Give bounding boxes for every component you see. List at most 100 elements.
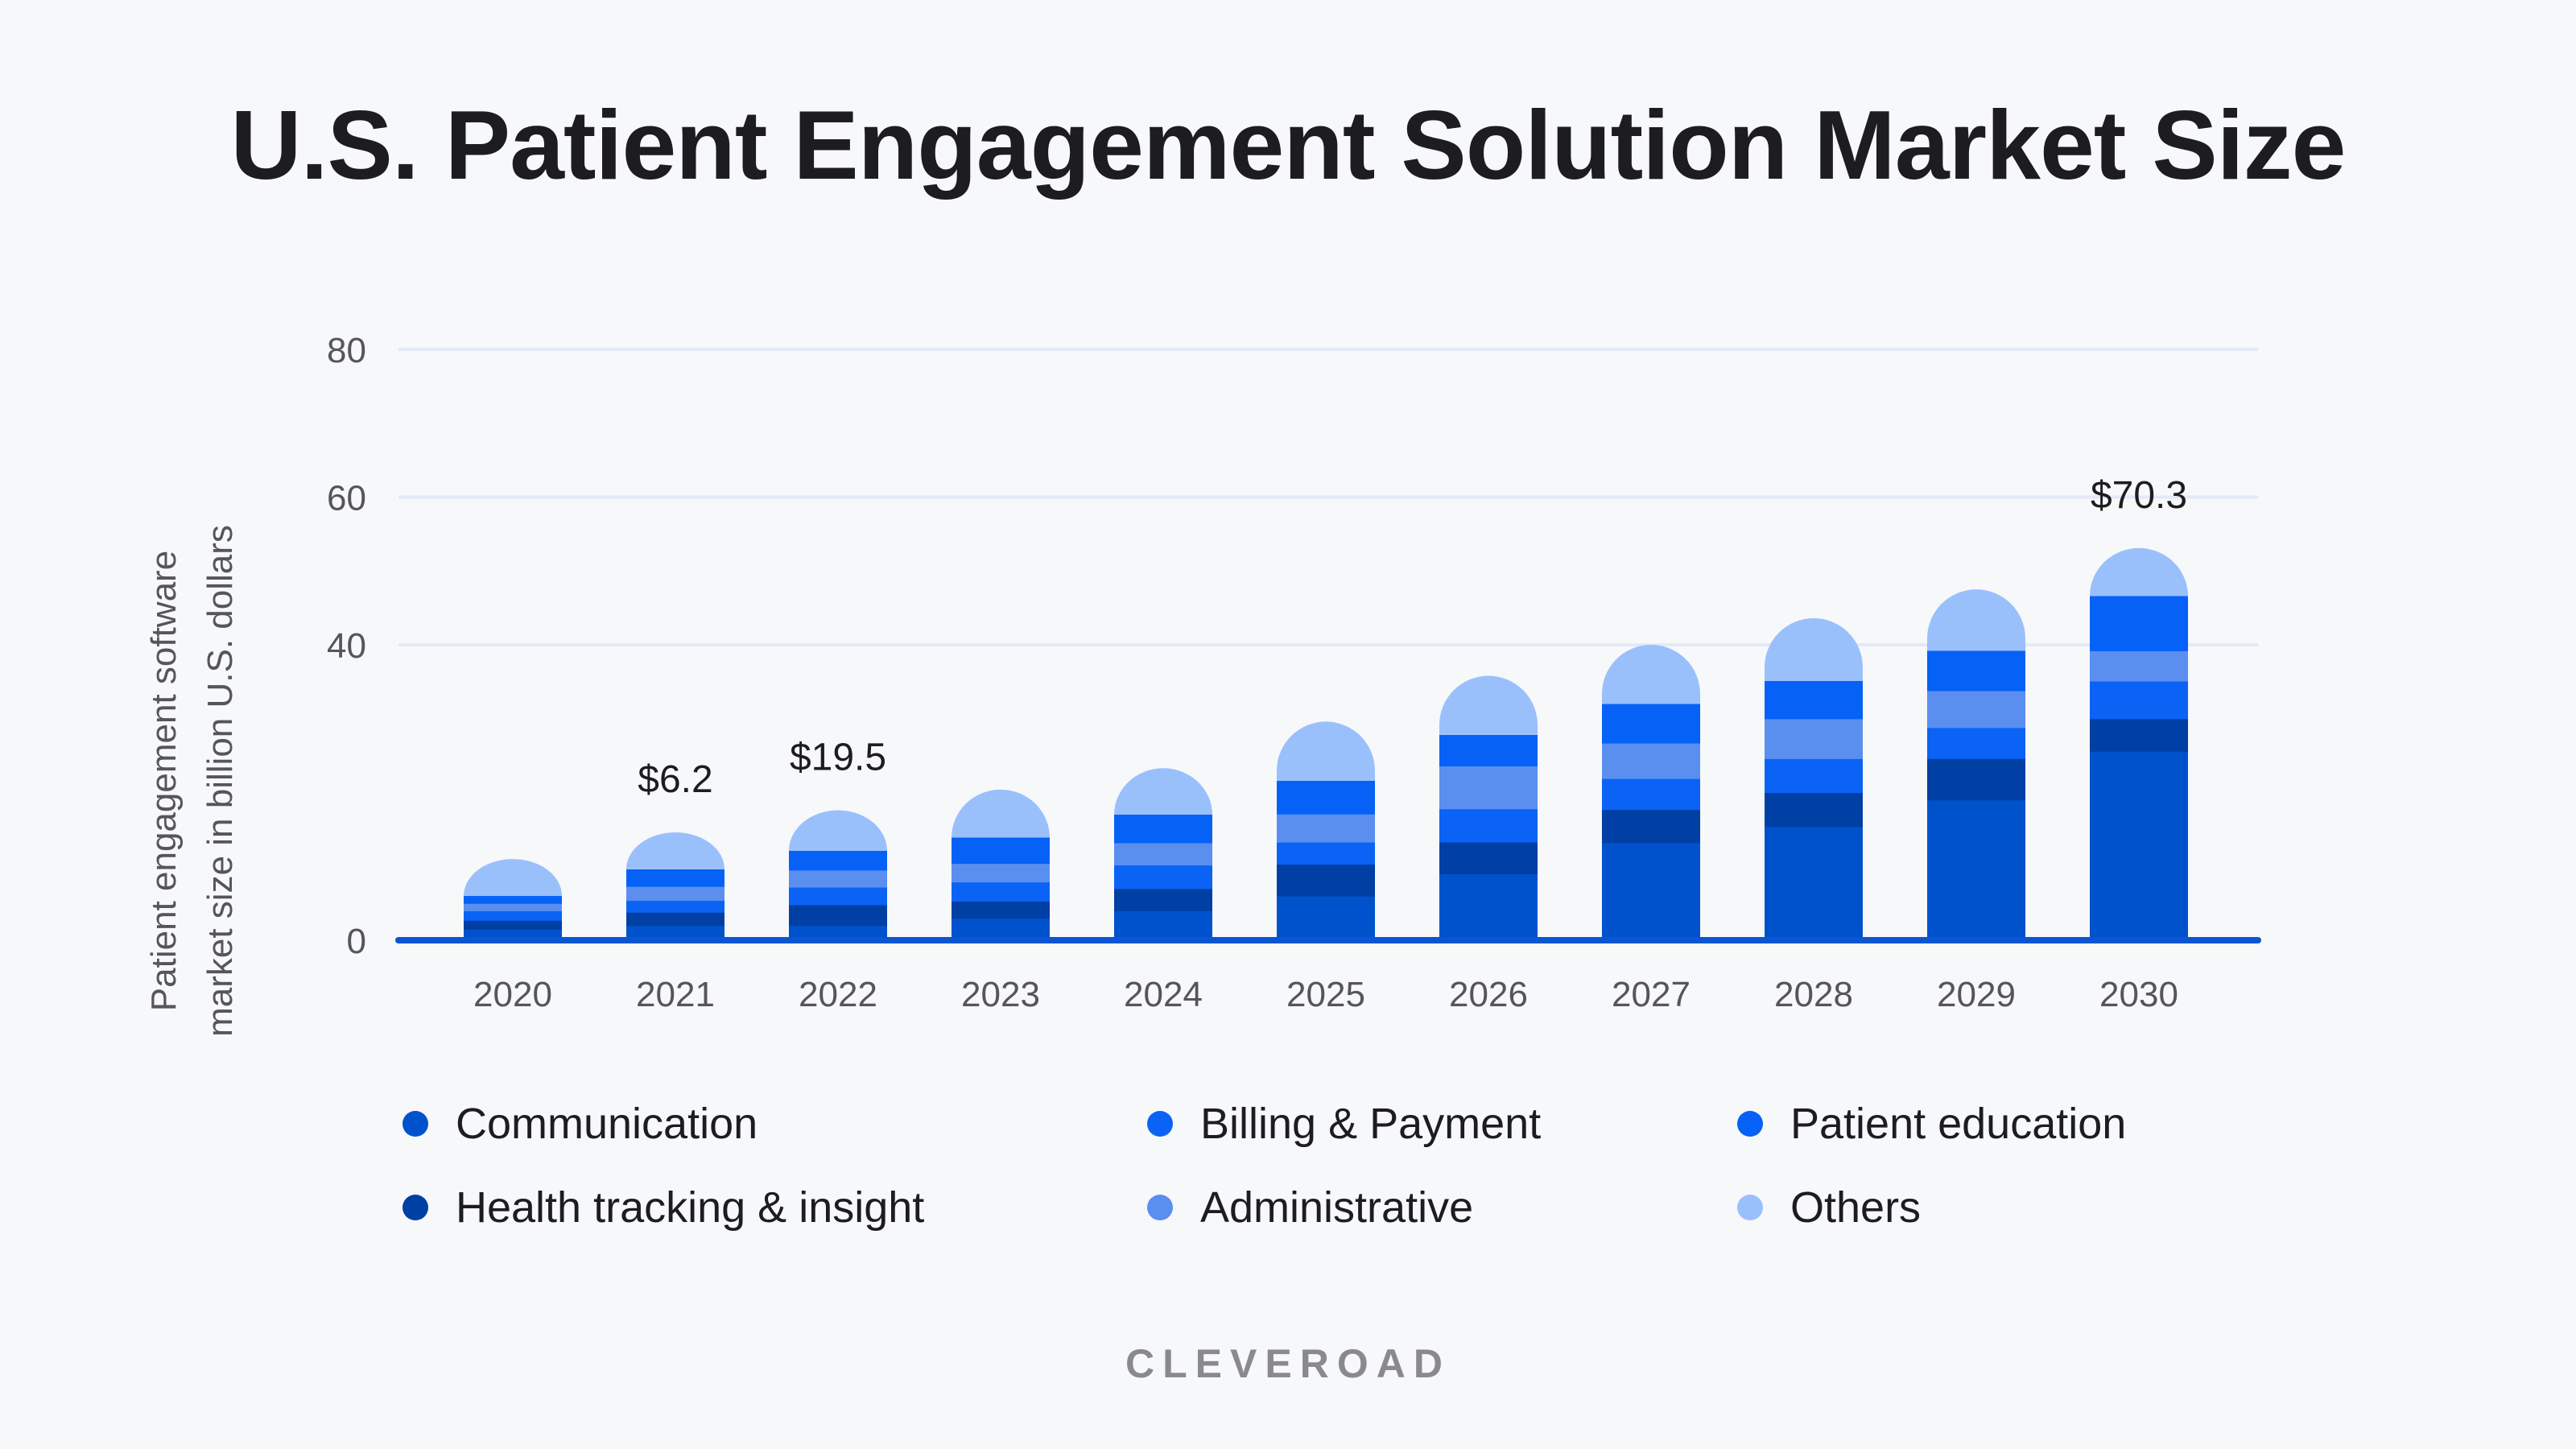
bar-segment bbox=[1114, 815, 1212, 844]
bar-segment bbox=[2090, 650, 2188, 682]
bar-segment bbox=[1927, 690, 2025, 729]
bar-segment bbox=[1439, 766, 1538, 810]
bar-segment bbox=[1602, 809, 1700, 844]
bar-segment bbox=[1277, 814, 1375, 843]
y-axis-label-line: market size in billion U.S. dollars bbox=[200, 525, 240, 1037]
bar-segment bbox=[789, 904, 887, 927]
x-tick-label: 2024 bbox=[1124, 975, 1203, 1014]
legend-dot-icon bbox=[402, 1111, 428, 1137]
bar-segment bbox=[2090, 751, 2188, 941]
bar-segment bbox=[1277, 780, 1375, 815]
bar-segment bbox=[1765, 792, 1863, 828]
bar-segment bbox=[952, 837, 1050, 865]
x-tick-label: 2021 bbox=[636, 975, 715, 1014]
legend-label: Administrative bbox=[1200, 1183, 1474, 1232]
bar-segment bbox=[1602, 645, 1700, 704]
legend-label: Health tracking & insight bbox=[456, 1183, 925, 1232]
legend-dot-icon bbox=[402, 1195, 428, 1220]
x-tick-label: 2027 bbox=[1612, 975, 1690, 1014]
legend-label: Billing & Payment bbox=[1200, 1100, 1542, 1148]
chart-legend: Communication Billing & Payment Patient … bbox=[402, 1099, 2254, 1276]
bar-segment bbox=[626, 900, 724, 913]
bar-segment bbox=[1602, 743, 1700, 779]
bar-segment bbox=[1765, 617, 1863, 681]
bar-segment bbox=[1277, 721, 1375, 781]
bar-segment bbox=[1114, 865, 1212, 890]
bar-segment bbox=[626, 912, 724, 927]
bar-segment bbox=[1602, 778, 1700, 811]
x-tick-label: 2020 bbox=[473, 975, 552, 1014]
bar-segment bbox=[2090, 547, 2188, 597]
bar-segment bbox=[952, 901, 1050, 919]
y-tick-label: 40 bbox=[327, 626, 366, 666]
legend-item-communication: Communication bbox=[402, 1099, 758, 1149]
bar-segment bbox=[1602, 704, 1700, 744]
bar-segment bbox=[952, 863, 1050, 883]
bar-segment bbox=[1602, 842, 1700, 941]
bar-segment bbox=[1114, 888, 1212, 911]
bar-segment bbox=[789, 925, 887, 941]
legend-dot-icon bbox=[1737, 1111, 1763, 1137]
chart-title: U.S. Patient Engagement Solution Market … bbox=[230, 90, 2347, 200]
legend-dot-icon bbox=[1147, 1195, 1173, 1220]
legend-item-others: Others bbox=[1737, 1183, 1921, 1232]
x-tick-label: 2029 bbox=[1937, 975, 2016, 1014]
bar-segment bbox=[464, 910, 562, 921]
bar-segment bbox=[1439, 841, 1538, 875]
legend-item-administrative: Administrative bbox=[1147, 1183, 1473, 1232]
bar-segment bbox=[952, 918, 1050, 941]
bar-segment bbox=[464, 859, 562, 896]
y-tick-label: 60 bbox=[327, 479, 366, 518]
bar-segment bbox=[952, 881, 1050, 902]
x-tick-label: 2025 bbox=[1286, 975, 1365, 1014]
bar-segment bbox=[2090, 680, 2188, 720]
data-label: $19.5 bbox=[790, 737, 886, 779]
bar-segment bbox=[1439, 734, 1538, 767]
data-label: $6.2 bbox=[638, 758, 712, 801]
x-tick-label: 2030 bbox=[2099, 975, 2178, 1014]
y-tick-label: 80 bbox=[327, 331, 366, 370]
bar-segment bbox=[1765, 680, 1863, 720]
bar-segment bbox=[789, 850, 887, 871]
legend-item-billing-payment: Billing & Payment bbox=[1147, 1099, 1541, 1149]
bar-segment bbox=[1927, 758, 2025, 801]
bar-segment bbox=[464, 903, 562, 911]
data-label: $70.3 bbox=[2091, 474, 2187, 517]
legend-item-health-tracking: Health tracking & insight bbox=[402, 1183, 924, 1232]
legend-item-patient-education: Patient education bbox=[1737, 1099, 2126, 1149]
bar-segment bbox=[2090, 718, 2188, 752]
y-axis-label-line: Patient engagement software bbox=[144, 551, 184, 1011]
x-tick-label: 2022 bbox=[799, 975, 877, 1014]
bar-segment bbox=[1114, 768, 1212, 815]
bar-segment bbox=[789, 810, 887, 851]
bar-segment bbox=[952, 789, 1050, 838]
y-tick-label: 0 bbox=[347, 922, 366, 961]
bar-segment bbox=[1277, 841, 1375, 865]
x-tick-label: 2023 bbox=[961, 975, 1040, 1014]
bar-segment bbox=[626, 832, 724, 869]
bar-segment bbox=[464, 895, 562, 904]
legend-label: Others bbox=[1790, 1183, 1922, 1232]
bar-segment bbox=[1765, 718, 1863, 759]
bar-segment bbox=[1277, 895, 1375, 941]
legend-dot-icon bbox=[1737, 1195, 1763, 1220]
bar-segment bbox=[789, 886, 887, 906]
y-axis-label: Patient engagement software market size i… bbox=[144, 525, 240, 1037]
bar-segment bbox=[626, 925, 724, 941]
bar-segment bbox=[1277, 864, 1375, 897]
bar-segment bbox=[1927, 727, 2025, 759]
bar-segment bbox=[1439, 675, 1538, 735]
bar-segment bbox=[464, 920, 562, 930]
bar-segment bbox=[1927, 589, 2025, 651]
bar-segment bbox=[1765, 826, 1863, 941]
brand-logo-text: CLEVEROAD bbox=[1125, 1341, 1451, 1386]
x-tick-label: 2026 bbox=[1449, 975, 1528, 1014]
bar-segment bbox=[1114, 910, 1212, 941]
legend-dot-icon bbox=[1147, 1111, 1173, 1137]
bar-segment bbox=[2090, 596, 2188, 651]
bar-segment bbox=[789, 869, 887, 888]
bar-segment bbox=[1114, 842, 1212, 866]
bar-segment bbox=[1439, 873, 1538, 941]
bar-segment bbox=[1927, 799, 2025, 941]
